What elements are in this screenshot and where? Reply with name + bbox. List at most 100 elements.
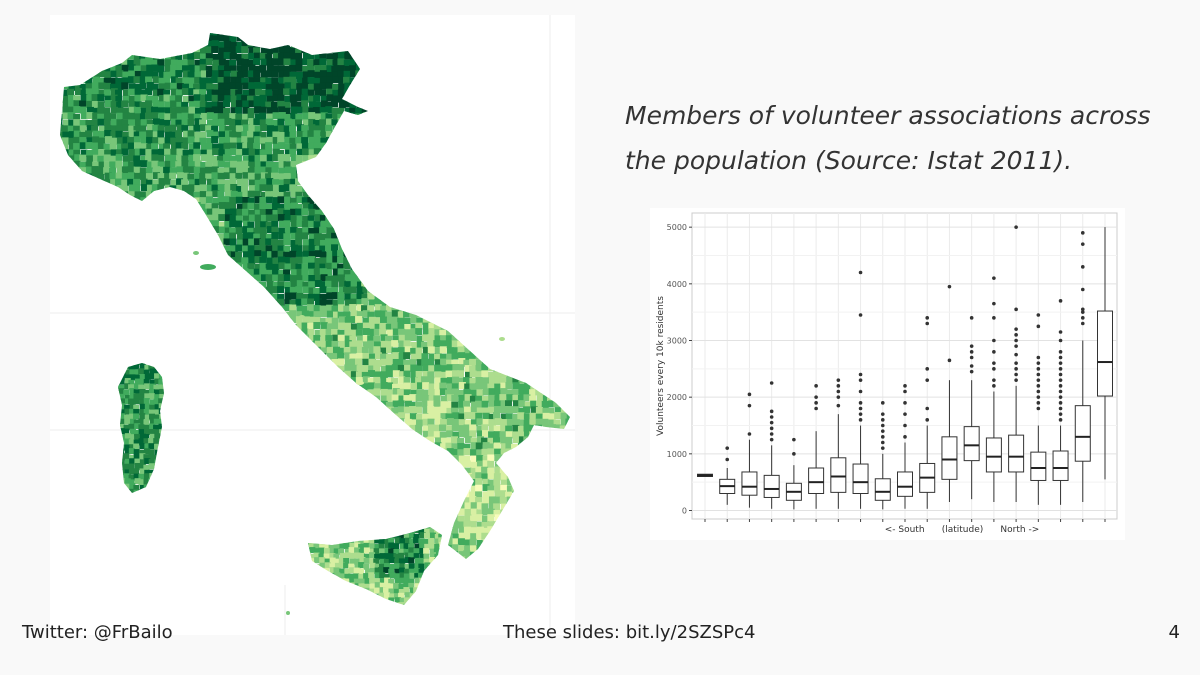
map-region-cell (235, 316, 243, 324)
map-region-cell (350, 323, 358, 331)
map-region-cell (518, 226, 526, 234)
map-region-cell (536, 137, 544, 145)
map-region-cell (385, 118, 393, 126)
map-region-cell (260, 161, 268, 169)
map-region-cell (493, 352, 501, 360)
map-region-cell (482, 280, 490, 288)
map-region-cell (85, 119, 93, 127)
map-region-cell (505, 257, 513, 265)
map-region-cell (373, 65, 381, 73)
map-region-cell (355, 275, 363, 283)
map-region-cell (295, 298, 303, 306)
map-region-cell (265, 70, 273, 78)
map-region-cell (404, 250, 412, 258)
map-region-cell (415, 220, 423, 228)
map-region-cell (98, 364, 106, 372)
map-region-cell (500, 239, 508, 247)
map-region-cell (439, 280, 447, 288)
map-region-cell (152, 172, 160, 180)
map-region-cell (254, 136, 262, 144)
map-region-cell (506, 329, 514, 337)
map-region-cell (62, 167, 70, 175)
map-region-cell (373, 232, 381, 240)
map-region-cell (74, 340, 82, 348)
map-region-cell (230, 340, 238, 348)
map-region-cell (60, 35, 64, 43)
map-region-cell (499, 317, 507, 325)
map-region-cell (571, 148, 575, 155)
map-region-cell (223, 346, 231, 354)
map-region-cell (194, 59, 202, 67)
map-region-cell (194, 118, 202, 126)
map-region-cell (493, 328, 501, 336)
map-region-cell (73, 113, 81, 121)
map-region-cell (535, 178, 543, 186)
map-region-cell (295, 203, 303, 211)
map-region-cell (380, 299, 388, 307)
map-region-cell (475, 53, 483, 61)
map-region-cell (217, 113, 225, 121)
map-region-cell (409, 334, 417, 342)
map-region-cell (212, 143, 220, 151)
map-region-cell (134, 191, 142, 199)
map-region-cell (488, 304, 496, 312)
map-region-cell (211, 94, 219, 102)
map-region-cell (235, 262, 243, 270)
map-region-cell (512, 197, 520, 205)
map-region-cell (391, 244, 399, 252)
map-region-cell (517, 131, 525, 139)
map-region-cell (518, 118, 526, 126)
map-region-cell (464, 76, 472, 84)
map-region-cell (157, 196, 165, 204)
map-region-cell (62, 119, 70, 127)
map-region-cell (573, 322, 575, 329)
map-region-cell (139, 316, 147, 324)
map-region-cell (121, 64, 129, 72)
map-region-cell (187, 130, 195, 138)
map-region-cell (409, 233, 417, 241)
map-region-cell (487, 244, 495, 252)
map-region-cell (559, 112, 567, 120)
map-region-cell (421, 209, 429, 217)
map-region-cell (560, 311, 568, 319)
map-region-cell (242, 305, 250, 313)
map-region-cell (481, 352, 489, 360)
map-region-cell (368, 88, 376, 96)
map-region-cell (60, 262, 63, 270)
map-region-cell (67, 340, 75, 348)
map-region-cell (326, 172, 334, 180)
map-region-cell (92, 154, 100, 162)
map-region-cell (302, 65, 310, 73)
map-region-cell (499, 88, 507, 96)
map-region-cell (68, 70, 76, 78)
map-region-cell (86, 196, 94, 204)
map-region-cell (344, 359, 352, 367)
map-region-cell (224, 227, 232, 235)
map-region-cell (145, 58, 153, 66)
map-region-cell (373, 106, 381, 114)
map-region-cell (98, 359, 106, 367)
map-region-cell (445, 286, 453, 294)
map-region-cell (97, 310, 105, 318)
map-region-cell (560, 160, 568, 168)
map-region-cell (235, 89, 243, 97)
map-region-cell (457, 58, 465, 66)
map-region-cell (217, 317, 225, 325)
map-region-cell (308, 364, 316, 372)
map-region-cell (535, 257, 543, 265)
map-region-cell (374, 100, 382, 108)
map-region-cell (308, 208, 316, 216)
map-region-cell (367, 221, 375, 229)
map-region-cell (140, 137, 148, 145)
map-region-cell (529, 268, 537, 276)
map-region-cell (554, 341, 562, 349)
map-region-cell (559, 71, 567, 79)
map-region-cell (128, 184, 136, 192)
map-region-cell (506, 155, 514, 163)
map-region-cell (566, 209, 570, 217)
map-region-cell (60, 197, 63, 205)
map-region-cell (517, 250, 525, 258)
map-region-cell (92, 209, 100, 217)
map-region-cell (116, 52, 124, 60)
map-region-cell (331, 190, 339, 198)
